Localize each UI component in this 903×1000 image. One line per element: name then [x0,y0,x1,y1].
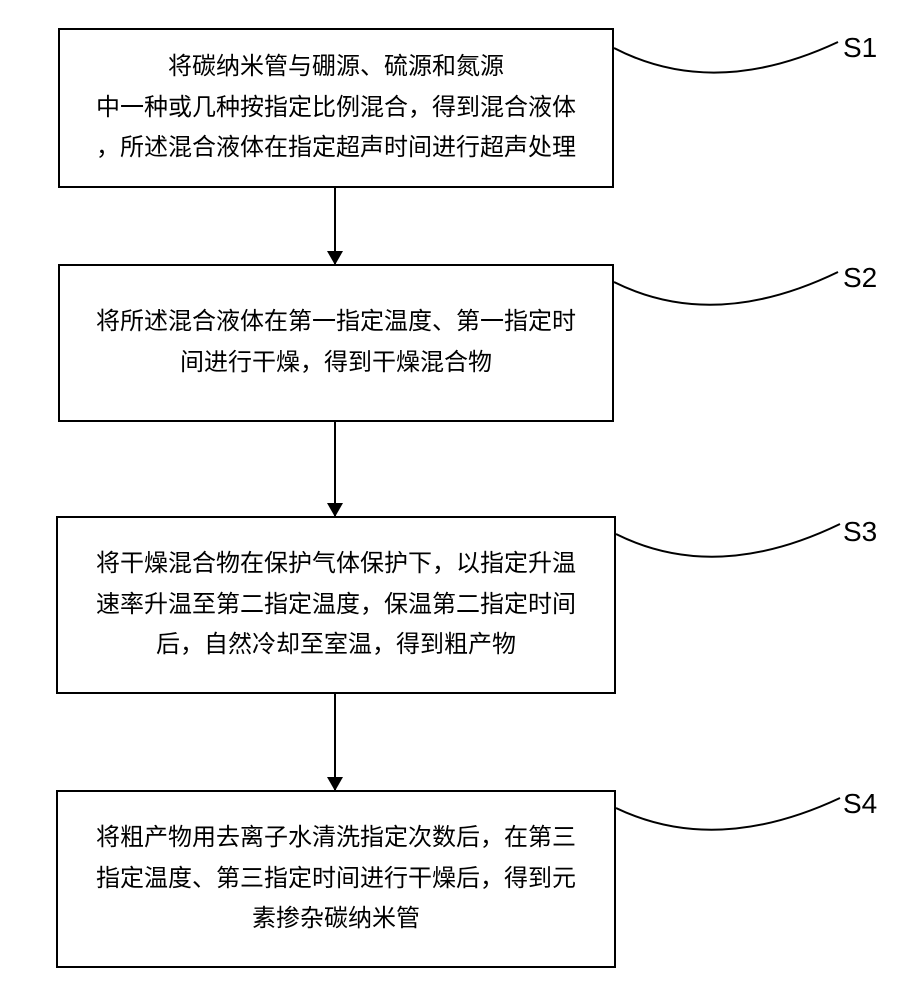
step-box-s3: 将干燥混合物在保护气体保护下，以指定升温 速率升温至第二指定温度，保温第二指定时… [56,516,616,694]
step-text-s2: 将所述混合液体在第一指定温度、第一指定时 间进行干燥，得到干燥混合物 [96,302,576,384]
curve-s2 [614,252,844,322]
arrow-s2-s3 [334,422,336,516]
step-box-s2: 将所述混合液体在第一指定温度、第一指定时 间进行干燥，得到干燥混合物 [58,264,614,422]
step-label-s4: S4 [843,788,877,820]
arrow-s1-s2 [334,188,336,264]
curve-s4 [616,778,846,848]
curve-s1 [614,20,844,90]
step-text-s1: 将碳纳米管与硼源、硫源和氮源 中一种或几种按指定比例混合，得到混合液体 ，所述混… [96,47,576,169]
step-label-s3: S3 [843,516,877,548]
step-box-s4: 将粗产物用去离子水清洗指定次数后，在第三 指定温度、第三指定时间进行干燥后，得到… [56,790,616,968]
step-text-s3: 将干燥混合物在保护气体保护下，以指定升温 速率升温至第二指定温度，保温第二指定时… [96,544,576,666]
flowchart-container: 将碳纳米管与硼源、硫源和氮源 中一种或几种按指定比例混合，得到混合液体 ，所述混… [0,0,903,1000]
curve-s3 [616,506,846,576]
arrow-s3-s4 [334,694,336,790]
step-box-s1: 将碳纳米管与硼源、硫源和氮源 中一种或几种按指定比例混合，得到混合液体 ，所述混… [58,28,614,188]
step-text-s4: 将粗产物用去离子水清洗指定次数后，在第三 指定温度、第三指定时间进行干燥后，得到… [96,818,576,940]
step-label-s1: S1 [843,32,877,64]
step-label-s2: S2 [843,262,877,294]
